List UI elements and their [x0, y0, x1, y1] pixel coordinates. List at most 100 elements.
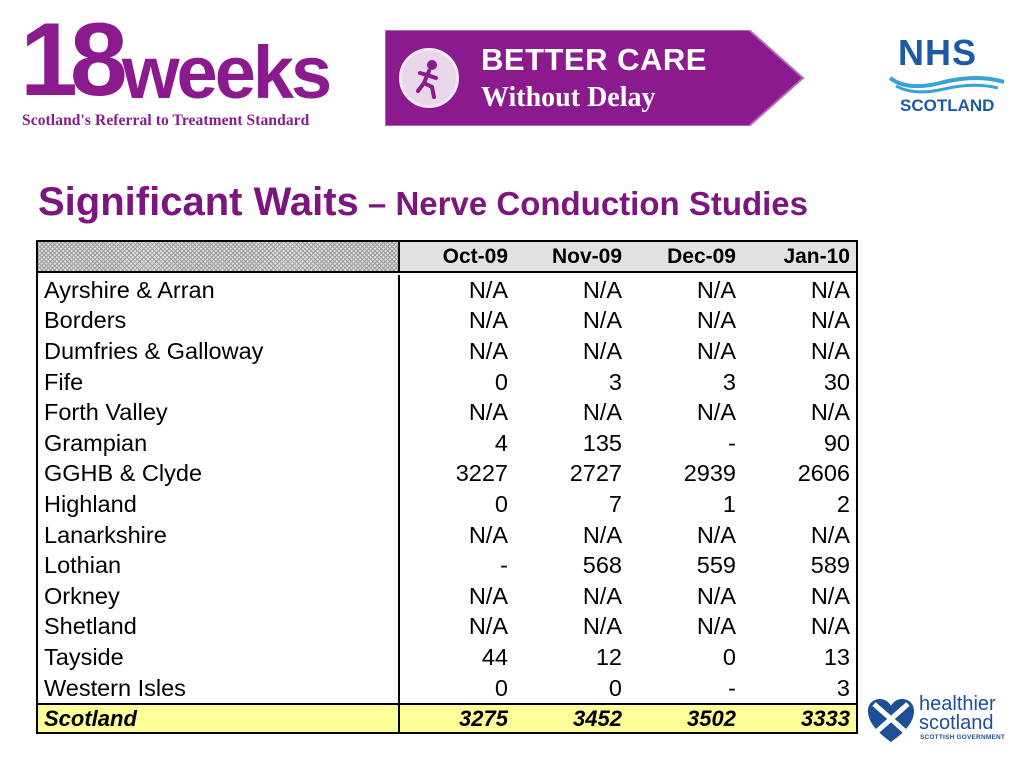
row-value: N/A — [468, 399, 508, 426]
row-value: 3227 — [455, 460, 508, 487]
row-name: Tayside — [38, 642, 400, 673]
nhs-wave-icon — [888, 76, 1005, 94]
row-value: 90 — [823, 429, 850, 456]
healthier-text: healthier — [919, 693, 996, 715]
row-value: 12 — [595, 643, 622, 670]
total-name: Scotland — [38, 705, 400, 733]
row-name: Borders — [38, 305, 400, 337]
row-value: 568 — [582, 552, 622, 579]
row-value: N/A — [810, 521, 850, 548]
row-value: 3 — [608, 368, 622, 395]
row-value: 559 — [696, 552, 736, 579]
nhs-text: NHS — [898, 32, 978, 73]
row-value: 589 — [810, 552, 850, 579]
table-row: Dumfries & Galloway N/A N/A N/A N/A — [38, 336, 856, 367]
table-row: Lanarkshire N/A N/A N/A N/A — [38, 519, 856, 551]
column-header: Jan-10 — [783, 244, 850, 268]
total-value: 3333 — [801, 705, 850, 731]
table-row: Orkney N/A N/A N/A N/A — [38, 580, 856, 612]
title-main: Significant Waits — [38, 180, 359, 224]
row-value: 2 — [836, 490, 850, 517]
column-header: Oct-09 — [442, 244, 508, 268]
total-value: 3452 — [573, 705, 622, 731]
row-value: N/A — [810, 613, 850, 640]
row-value: N/A — [696, 582, 736, 609]
table-body: Ayrshire & Arran N/A N/A N/A N/A Borders N/A N/… — [38, 273, 856, 704]
logo-tagline: Scotland's Referral to Treatment Standar… — [22, 112, 310, 129]
row-value: N/A — [810, 399, 850, 426]
banner-line1: BETTER CARE — [481, 42, 707, 77]
row-value: N/A — [582, 337, 622, 364]
banner-arrow-shape — [385, 30, 805, 126]
column-header: Dec-09 — [667, 244, 736, 268]
row-value: 0 — [494, 490, 508, 517]
row-value: - — [728, 674, 736, 701]
nhs-scotland-logo: NHS SCOTLAND — [888, 32, 1008, 122]
nhs-region-text: SCOTLAND — [900, 96, 995, 115]
row-value: 0 — [494, 674, 508, 701]
row-value: 0 — [608, 674, 622, 701]
table-row: Tayside 44 12 0 13 — [38, 642, 856, 673]
title-sub: – Nerve Conduction Studies — [358, 185, 809, 222]
running-figure-icon — [399, 48, 459, 108]
healthier-scotland-logo: healthier scotland SCOTTISH GOVERNMENT — [866, 694, 1016, 748]
waits-table: Oct-09 Nov-09 Dec-09 Jan-10 Ayrshire & A… — [36, 240, 858, 735]
row-value: 2606 — [797, 460, 850, 487]
banner-line2: Without Delay — [481, 82, 656, 113]
row-value: N/A — [582, 521, 622, 548]
header-blank-cell — [38, 242, 400, 271]
row-value: N/A — [582, 307, 622, 334]
row-value: 3 — [722, 368, 736, 395]
logo-weeks-text: weeks — [122, 31, 332, 114]
row-name: Grampian — [38, 427, 400, 459]
saltire-heart-icon — [868, 699, 914, 742]
row-value: 7 — [608, 490, 622, 517]
row-value: N/A — [468, 276, 508, 303]
row-value: N/A — [696, 337, 736, 364]
row-value: 1 — [722, 490, 736, 517]
row-name: Shetland — [38, 611, 400, 643]
row-name: GGHB & Clyde — [38, 458, 400, 490]
table-row: Borders N/A N/A N/A N/A — [38, 305, 856, 337]
row-value: N/A — [810, 337, 850, 364]
row-name: Forth Valley — [38, 397, 400, 428]
row-value: N/A — [582, 613, 622, 640]
total-value: 3275 — [459, 705, 508, 731]
table-row: Grampian 4 135 - 90 — [38, 427, 856, 459]
row-value: N/A — [696, 399, 736, 426]
row-value: 0 — [494, 368, 508, 395]
row-name: Highland — [38, 489, 400, 520]
row-value: N/A — [696, 276, 736, 303]
row-value: 13 — [823, 643, 850, 670]
row-value: N/A — [810, 276, 850, 303]
total-value: 3502 — [687, 705, 736, 731]
row-value: N/A — [468, 582, 508, 609]
table-row: Forth Valley N/A N/A N/A N/A — [38, 397, 856, 428]
row-value: N/A — [582, 582, 622, 609]
row-value: 135 — [582, 429, 622, 456]
table-header-row: Oct-09 Nov-09 Dec-09 Jan-10 — [38, 242, 856, 273]
scottish-government-text: SCOTTISH GOVERNMENT — [920, 734, 1006, 741]
row-name: Dumfries & Galloway — [38, 336, 400, 367]
row-value: N/A — [468, 337, 508, 364]
row-value: N/A — [810, 582, 850, 609]
row-value: N/A — [696, 307, 736, 334]
row-value: 2939 — [683, 460, 736, 487]
row-name: Lanarkshire — [38, 519, 400, 551]
row-value: - — [500, 552, 508, 579]
row-name: Fife — [38, 366, 400, 398]
table-row: Shetland N/A N/A N/A N/A — [38, 611, 856, 643]
row-name: Orkney — [38, 580, 400, 612]
row-value: 2727 — [569, 460, 622, 487]
row-value: 44 — [481, 643, 508, 670]
row-value: N/A — [696, 613, 736, 640]
row-value: N/A — [696, 521, 736, 548]
row-name: Lothian — [38, 550, 400, 581]
table-row: Western Isles 0 0 - 3 — [38, 672, 856, 704]
table-total-row: Scotland 3275 3452 3502 3333 — [38, 703, 856, 733]
row-name: Ayrshire & Arran — [38, 275, 400, 306]
row-name: Western Isles — [38, 672, 400, 704]
column-header: Nov-09 — [551, 244, 622, 268]
table-row: Lothian - 568 559 589 — [38, 550, 856, 581]
row-value: N/A — [582, 276, 622, 303]
